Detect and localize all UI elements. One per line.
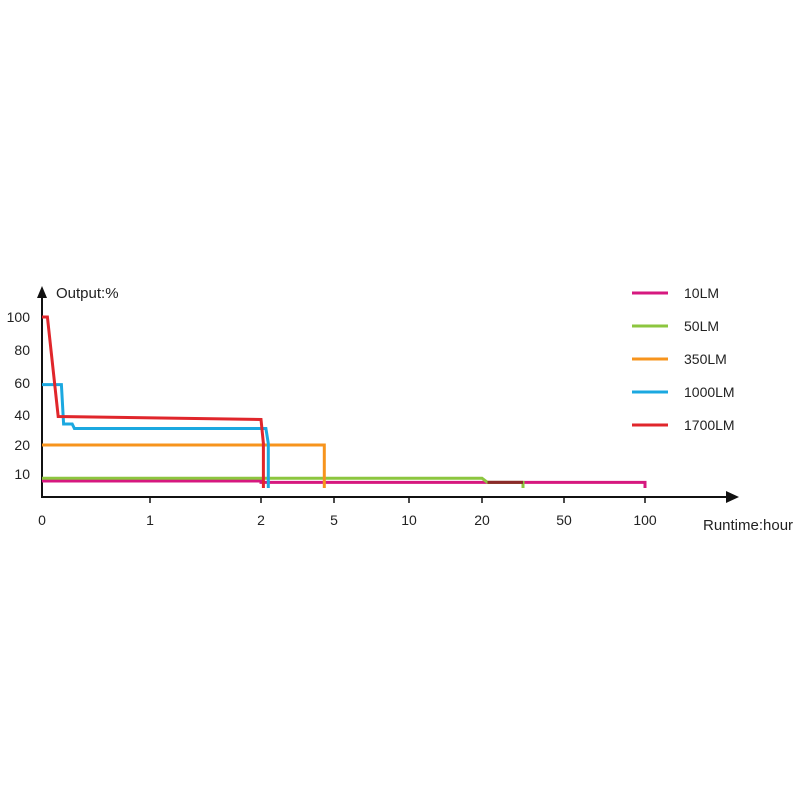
series-line-350lm: [42, 443, 326, 488]
legend-label-350lm: 350LM: [684, 351, 727, 367]
y-tick-label: 60: [14, 375, 30, 391]
series-line-1700lm: [42, 315, 265, 488]
x-tick-label: 100: [633, 512, 657, 528]
x-tick-group: 0 1 2 5 10 20 50 100: [38, 497, 657, 528]
x-tick-label: 5: [330, 512, 338, 528]
x-tick-label: 10: [401, 512, 417, 528]
y-tick-label: 80: [14, 342, 30, 358]
x-tick-label: 20: [474, 512, 490, 528]
axes: Output:% Runtime:hour: [37, 285, 793, 534]
series-group: [42, 315, 647, 488]
x-tick-label: 50: [556, 512, 572, 528]
legend: 10LM 50LM 350LM 1000LM 1700LM: [632, 285, 735, 433]
y-tick-label: 20: [14, 437, 30, 453]
y-tick-group: 10 20 40 60 80 100: [7, 309, 31, 482]
legend-label-10lm: 10LM: [684, 285, 719, 301]
legend-label-1000lm: 1000LM: [684, 384, 735, 400]
y-tick-label: 10: [14, 466, 30, 482]
y-axis-arrow: [37, 286, 47, 298]
x-axis-title: Runtime:hour: [703, 517, 793, 534]
x-tick-label: 0: [38, 512, 46, 528]
legend-label-50lm: 50LM: [684, 318, 719, 334]
x-tick-label: 2: [257, 512, 265, 528]
series-line-1000lm: [42, 383, 270, 488]
legend-label-1700lm: 1700LM: [684, 417, 735, 433]
y-tick-label: 40: [14, 407, 30, 423]
x-axis-arrow: [726, 491, 739, 503]
y-tick-label: 100: [7, 309, 31, 325]
x-tick-label: 1: [146, 512, 154, 528]
y-axis-title: Output:%: [56, 285, 119, 302]
series-line-10lm: [42, 479, 647, 488]
